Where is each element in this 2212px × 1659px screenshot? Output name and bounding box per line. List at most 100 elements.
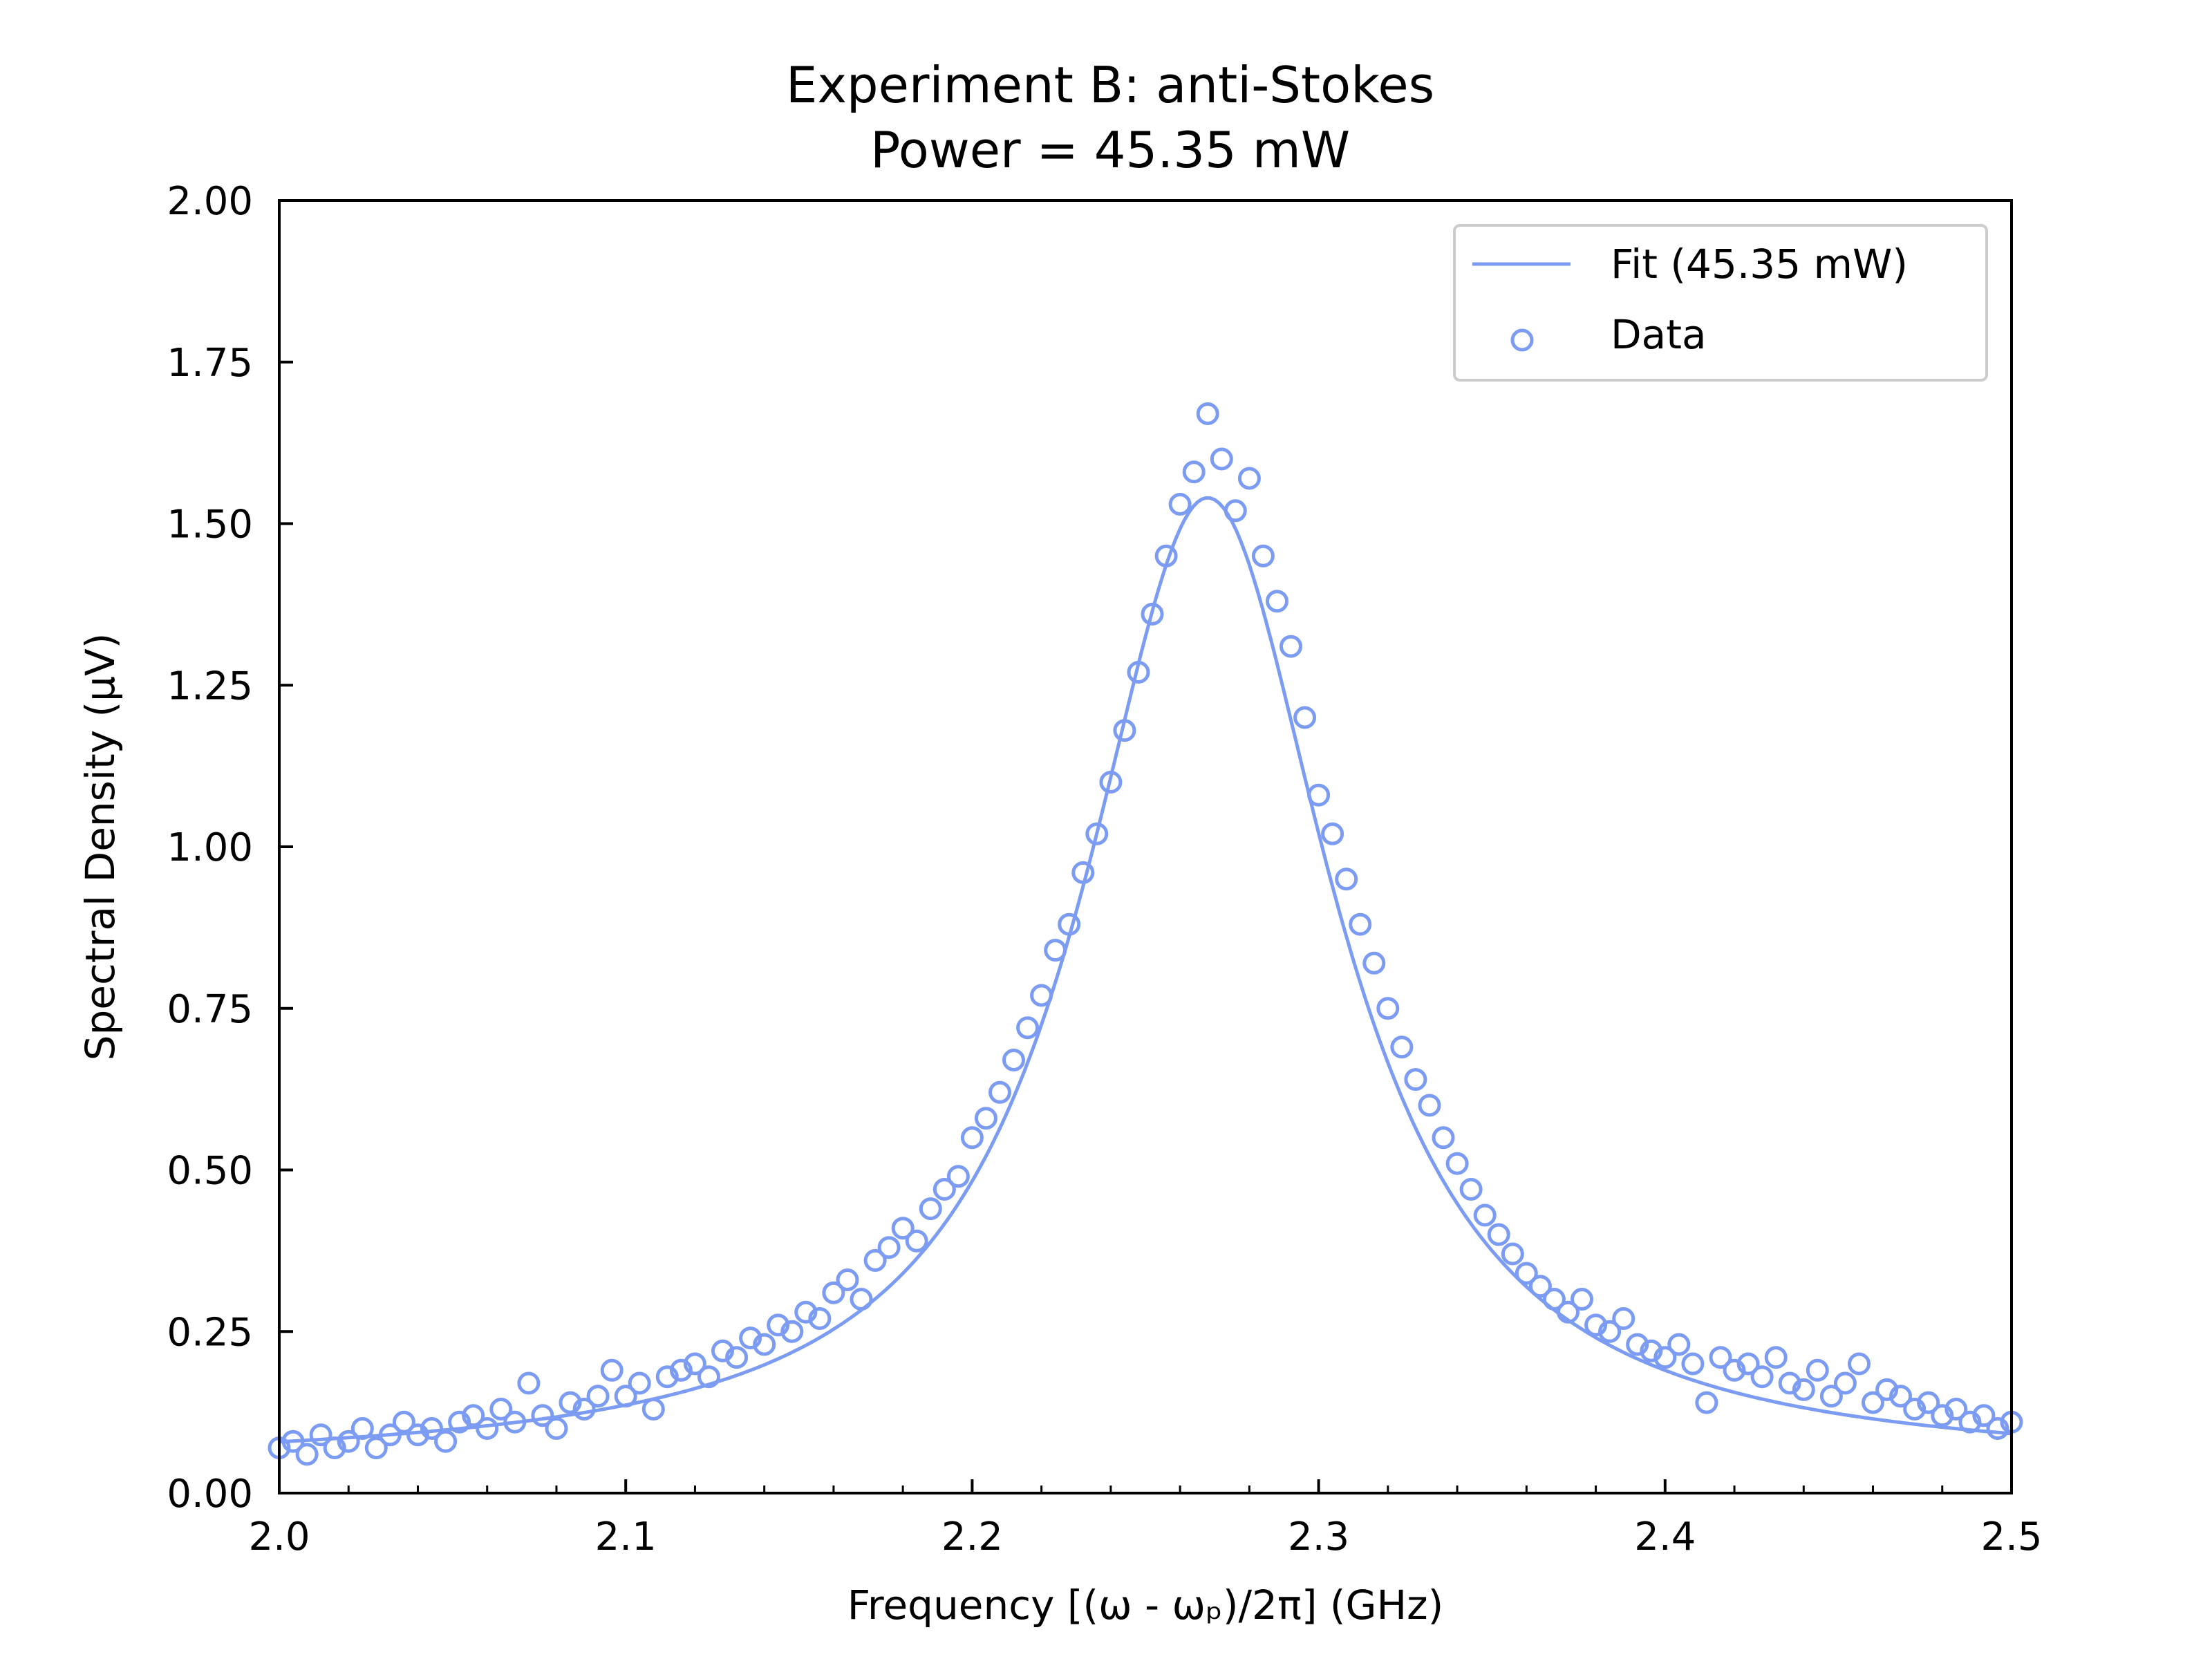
y-tick-label: 2.00 xyxy=(167,179,253,224)
y-tick-label: 1.75 xyxy=(167,341,253,386)
legend-fit-label: Fit (45.35 mW) xyxy=(1611,241,1908,288)
data-point xyxy=(517,1371,541,1395)
data-point xyxy=(780,1320,804,1343)
data-point xyxy=(1515,1262,1538,1285)
x-tick-label: 2.2 xyxy=(941,1515,1003,1559)
data-point xyxy=(1071,861,1095,884)
y-tick-label: 1.00 xyxy=(167,825,253,870)
data-point xyxy=(877,1236,901,1259)
data-point xyxy=(350,1417,374,1440)
data-point xyxy=(628,1371,651,1395)
data-point xyxy=(1736,1352,1760,1376)
data-point xyxy=(1819,1385,1843,1408)
data-point xyxy=(1862,1391,1884,1414)
data-point xyxy=(1695,1391,1718,1414)
data-point xyxy=(1168,493,1192,516)
plot-frame xyxy=(278,199,2013,1494)
data-point xyxy=(1764,1346,1788,1369)
x-tick-label: 2.4 xyxy=(1634,1515,1696,1559)
y-tick-label: 0.25 xyxy=(167,1310,253,1355)
data-point xyxy=(1681,1352,1705,1376)
data-point xyxy=(364,1436,388,1460)
data-point xyxy=(1044,939,1067,962)
data-point xyxy=(1182,460,1206,484)
fit-line xyxy=(279,496,2012,1444)
data-point xyxy=(1944,1398,1968,1421)
data-point xyxy=(600,1358,624,1382)
data-point xyxy=(1404,1068,1427,1091)
data-point xyxy=(1362,951,1386,975)
data-point xyxy=(1307,783,1331,807)
data-point xyxy=(1030,984,1053,1007)
data-point xyxy=(1445,1152,1469,1175)
data-point xyxy=(1085,822,1109,845)
data-point xyxy=(614,1385,637,1408)
data-point xyxy=(1653,1346,1677,1369)
data-point xyxy=(1584,1313,1608,1337)
data-point xyxy=(1889,1385,1913,1408)
data-point xyxy=(1058,912,1081,936)
x-axis-label: Frequency [(ω - ωₚ)/2π] (GHz) xyxy=(847,1582,1443,1629)
data-point xyxy=(1376,997,1400,1020)
legend-data-label: Data xyxy=(1611,311,1707,358)
data-point xyxy=(1141,602,1164,626)
data-point xyxy=(1237,467,1261,490)
x-tick-label: 2.5 xyxy=(1980,1515,2042,1559)
data-point xyxy=(960,1126,984,1150)
legend: Fit (45.35 mW) Data xyxy=(1453,224,1988,382)
data-point xyxy=(988,1080,1011,1104)
data-point xyxy=(295,1443,319,1466)
data-point xyxy=(1792,1378,1815,1401)
legend-box xyxy=(1453,224,1988,382)
y-tick-label: 1.25 xyxy=(167,664,253,709)
y-axis-label: Spectral Density (μV) xyxy=(77,633,124,1061)
data-point xyxy=(822,1281,845,1304)
data-point xyxy=(808,1307,832,1330)
data-point xyxy=(1501,1242,1524,1266)
data-point xyxy=(572,1398,596,1421)
chart-title: Experiment B: anti-Stokes xyxy=(786,56,1434,114)
y-tick-label: 1.50 xyxy=(167,503,253,547)
x-tick-label: 2.1 xyxy=(595,1515,657,1559)
data-point xyxy=(836,1268,859,1291)
data-point xyxy=(1266,590,1288,613)
data-point xyxy=(559,1391,582,1414)
data-point xyxy=(1958,1410,1982,1434)
data-point xyxy=(1612,1307,1635,1330)
data-point xyxy=(1321,822,1344,845)
data-point xyxy=(974,1107,997,1130)
data-point xyxy=(1598,1320,1622,1343)
data-point xyxy=(1528,1275,1552,1298)
data-point xyxy=(683,1352,706,1376)
data-point xyxy=(545,1417,568,1440)
data-point xyxy=(448,1410,471,1434)
data-point xyxy=(1917,1391,1940,1414)
data-point xyxy=(1848,1352,1871,1376)
data-point xyxy=(1113,719,1136,742)
data-point xyxy=(462,1404,485,1427)
data-point xyxy=(1972,1404,1996,1427)
data-point xyxy=(1349,912,1372,936)
chart-subtitle: Power = 45.35 mW xyxy=(870,121,1350,179)
data-point xyxy=(697,1365,720,1389)
data-point xyxy=(392,1410,415,1434)
data-point xyxy=(1571,1288,1593,1311)
data-point xyxy=(1626,1333,1649,1356)
data-point xyxy=(489,1398,513,1421)
data-point xyxy=(1542,1288,1566,1311)
data-point xyxy=(725,1346,749,1369)
x-axis: 2.0 2.1 2.2 2.3 2.4 2.5 xyxy=(248,1479,2043,1559)
data-point xyxy=(753,1333,776,1356)
y-axis: 0.00 0.25 0.50 0.75 1.00 1.25 1.50 1.75 2.00 xyxy=(167,179,293,1517)
data-point xyxy=(1127,661,1150,684)
data-point xyxy=(767,1313,790,1337)
data-point xyxy=(1709,1346,1732,1369)
data-point xyxy=(1640,1339,1663,1362)
data-point xyxy=(850,1288,873,1311)
data-point xyxy=(1016,1016,1040,1040)
data-point xyxy=(1154,544,1178,568)
data-point xyxy=(1750,1365,1774,1389)
y-tick-label: 0.75 xyxy=(167,987,253,1032)
data-point xyxy=(711,1339,734,1362)
